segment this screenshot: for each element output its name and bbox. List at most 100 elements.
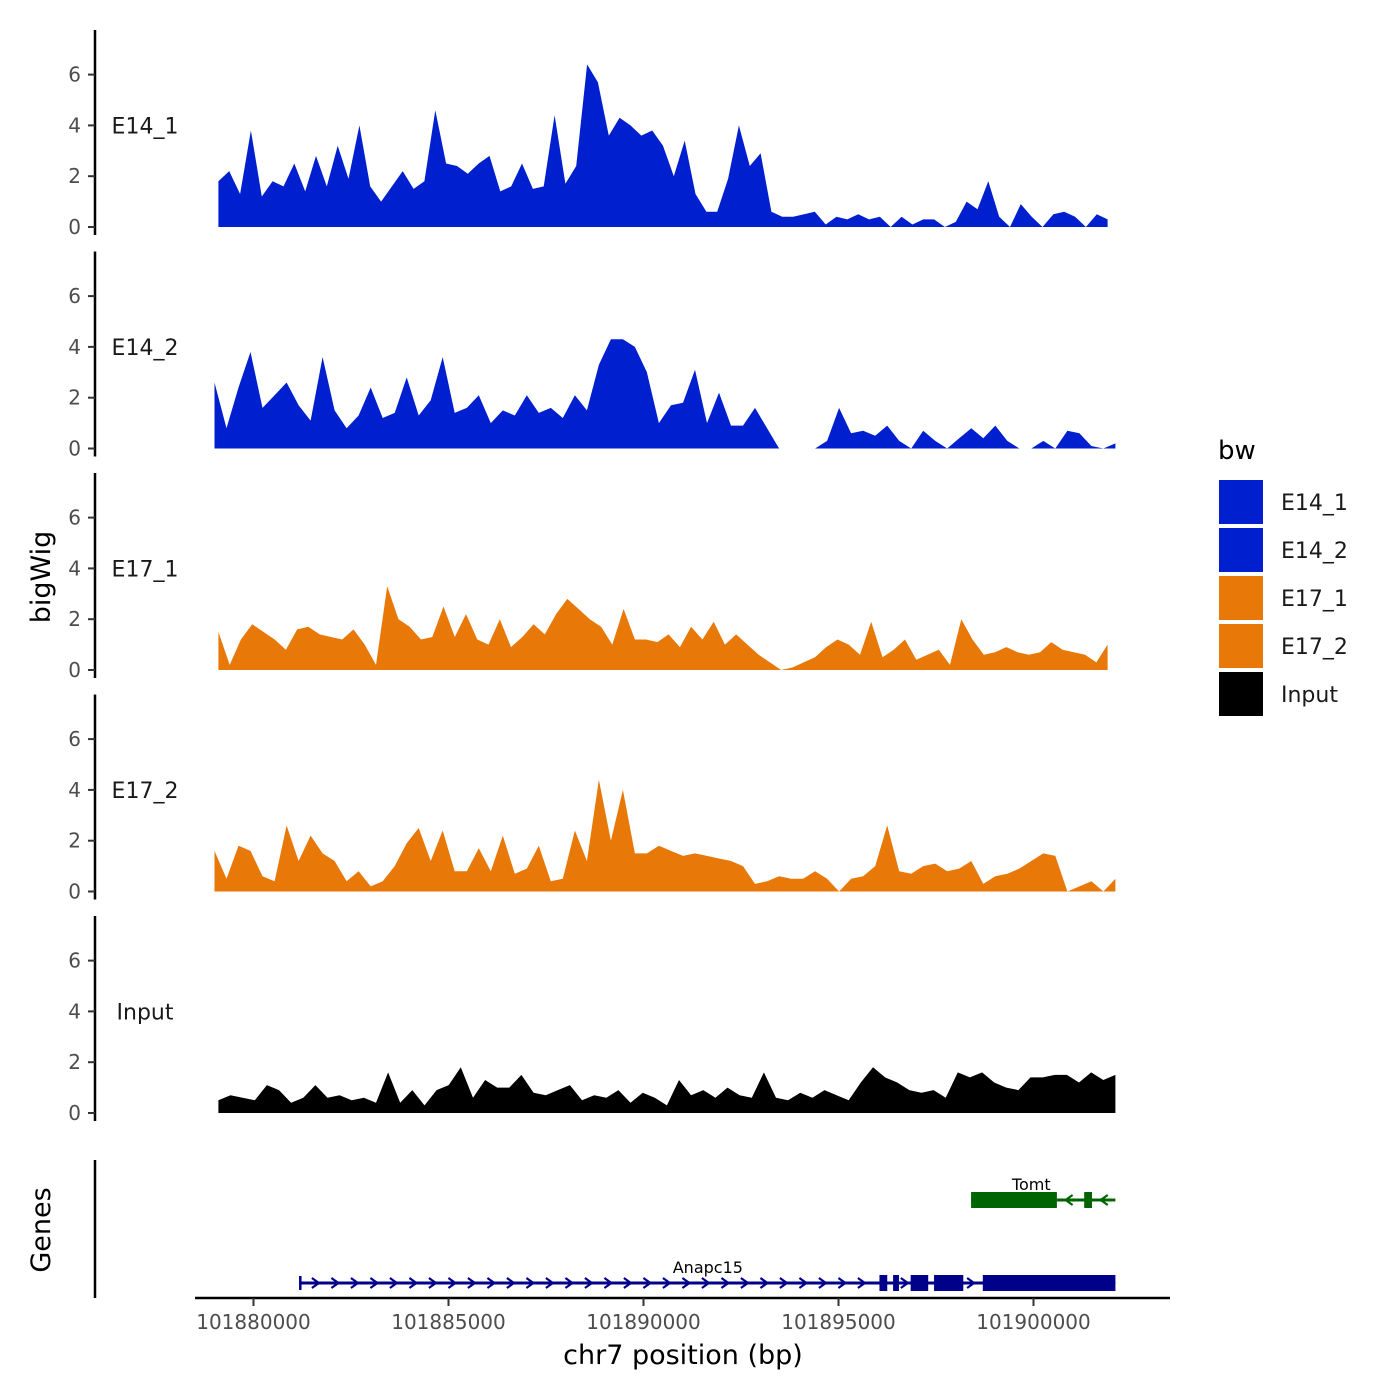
y-tick-label: 4 xyxy=(68,999,81,1023)
y-tick-label: 4 xyxy=(68,556,81,580)
gene-strand-chevron xyxy=(720,1277,731,1289)
gene-strand-chevron xyxy=(506,1277,516,1289)
gene-strand-chevron xyxy=(369,1277,380,1289)
y-tick-label: 6 xyxy=(68,63,81,87)
x-tick-label: 101890000 xyxy=(586,1310,701,1334)
gene-exon xyxy=(1084,1192,1092,1208)
y-tick-label: 0 xyxy=(68,658,81,682)
gene-strand-chevron xyxy=(545,1277,555,1289)
y-tick-label: 2 xyxy=(68,607,81,631)
track-Input: 0 2 4 6 Input xyxy=(68,916,1116,1125)
y-tick-label: 6 xyxy=(68,727,81,751)
y-axis-title: bigWig xyxy=(26,531,57,624)
track-area-Input xyxy=(218,1067,1116,1113)
tracks-layer: 0 2 4 6 E14_1 0 2 4 6 E14_2 0 2 4 6 E17_1 0 2 4 6 E17_2 0 2 4 6… xyxy=(68,30,1116,1125)
legend-label: E17_1 xyxy=(1281,587,1348,612)
gene-strand-chevron xyxy=(486,1277,497,1289)
legend: bw E14_1 E14_2 E17_1 E17_2 Input xyxy=(1218,436,1348,716)
track-label: Input xyxy=(117,1000,174,1025)
legend-key-Input xyxy=(1219,672,1263,716)
legend-key-E17_2 xyxy=(1219,624,1263,668)
track-label: E17_2 xyxy=(112,779,179,804)
y-tick-label: 6 xyxy=(68,949,81,973)
gene-strand-chevron xyxy=(779,1277,789,1289)
gene-Anapc15: Anapc15 xyxy=(299,1258,1116,1291)
gene-exon xyxy=(971,1192,1057,1208)
legend-label: E14_1 xyxy=(1281,491,1348,516)
gene-strand-chevron xyxy=(447,1277,458,1289)
y-tick-label: 6 xyxy=(68,284,81,308)
gene-strand-chevron xyxy=(798,1277,809,1289)
track-E14_1: 0 2 4 6 E14_1 xyxy=(68,30,1108,239)
track-E14_2: 0 2 4 6 E14_2 xyxy=(68,251,1116,461)
gene-exon xyxy=(982,1275,1116,1291)
gene-label: Tomt xyxy=(1011,1175,1051,1194)
x-axis: chr7 position (bp) 101880000 101885000 101… xyxy=(195,1296,1170,1371)
x-tick-label: 101880000 xyxy=(196,1310,311,1334)
track-area-E17_1 xyxy=(218,586,1108,670)
gene-Tomt: Tomt xyxy=(971,1175,1116,1208)
gene-exon xyxy=(934,1275,964,1291)
gene-strand-chevron xyxy=(467,1277,477,1289)
gene-strand-chevron xyxy=(330,1277,341,1289)
legend-label: Input xyxy=(1281,683,1338,708)
gene-strand-chevron xyxy=(564,1277,575,1289)
y-tick-label: 4 xyxy=(68,778,81,802)
gene-strand-chevron xyxy=(623,1277,633,1289)
y-tick-label: 0 xyxy=(68,1101,81,1125)
y-tick-label: 2 xyxy=(68,829,81,853)
y-tick-label: 2 xyxy=(68,386,81,410)
gene-strand-chevron xyxy=(408,1277,419,1289)
legend-label: E14_2 xyxy=(1281,539,1348,564)
gene-strand-chevron xyxy=(900,1277,910,1289)
gene-strand-chevron xyxy=(603,1277,614,1289)
y-tick-label: 4 xyxy=(68,113,81,137)
gene-strand-chevron xyxy=(584,1277,594,1289)
gene-strand-chevron xyxy=(681,1277,692,1289)
x-tick-label: 101885000 xyxy=(391,1310,506,1334)
y-tick-label: 4 xyxy=(68,335,81,359)
gene-strand-chevron xyxy=(350,1277,360,1289)
gene-strand-chevron xyxy=(740,1277,750,1289)
track-E17_1: 0 2 4 6 E17_1 xyxy=(68,473,1108,682)
gene-strand-chevron xyxy=(1098,1194,1109,1206)
gene-strand-chevron xyxy=(818,1277,828,1289)
gene-strand-chevron xyxy=(662,1277,672,1289)
legend-key-E17_1 xyxy=(1219,576,1263,620)
x-axis-title: chr7 position (bp) xyxy=(563,1340,803,1371)
gene-strand-chevron xyxy=(759,1277,770,1289)
gene-strand-chevron xyxy=(525,1277,536,1289)
track-area-E17_2 xyxy=(214,779,1116,892)
track-area-E14_2 xyxy=(214,339,1116,449)
x-tick-label: 101900000 xyxy=(976,1310,1091,1334)
gene-strand-chevron xyxy=(837,1277,848,1289)
gene-exon xyxy=(893,1275,899,1291)
gene-strand-chevron xyxy=(701,1277,711,1289)
gene-exon xyxy=(879,1275,888,1291)
gene-strand-chevron xyxy=(857,1277,867,1289)
y-tick-label: 2 xyxy=(68,1050,81,1074)
gene-exon xyxy=(910,1275,929,1291)
gene-strand-chevron xyxy=(389,1277,399,1289)
genes-layer: Genes Tomt Anapc15 xyxy=(26,1160,1116,1298)
gene-label: Anapc15 xyxy=(673,1258,743,1277)
gene-strand-chevron xyxy=(642,1277,653,1289)
y-tick-label: 0 xyxy=(68,880,81,904)
track-area-E14_1 xyxy=(218,64,1108,228)
y-tick-label: 0 xyxy=(68,437,81,461)
x-tick-label: 101895000 xyxy=(781,1310,896,1334)
track-label: E14_1 xyxy=(112,114,179,139)
track-label: E17_1 xyxy=(112,557,179,582)
track-E17_2: 0 2 4 6 E17_2 xyxy=(68,694,1116,904)
track-label: E14_2 xyxy=(112,336,179,361)
y-tick-label: 6 xyxy=(68,506,81,530)
genes-axis-title: Genes xyxy=(26,1187,57,1272)
legend-key-E14_2 xyxy=(1219,528,1263,572)
gene-strand-chevron xyxy=(966,1277,976,1289)
legend-key-E14_1 xyxy=(1219,480,1263,524)
gene-strand-chevron xyxy=(428,1277,438,1289)
y-tick-label: 2 xyxy=(68,164,81,188)
gene-strand-chevron xyxy=(1063,1194,1074,1206)
gene-strand-chevron xyxy=(311,1277,321,1289)
legend-label: E17_2 xyxy=(1281,635,1348,660)
